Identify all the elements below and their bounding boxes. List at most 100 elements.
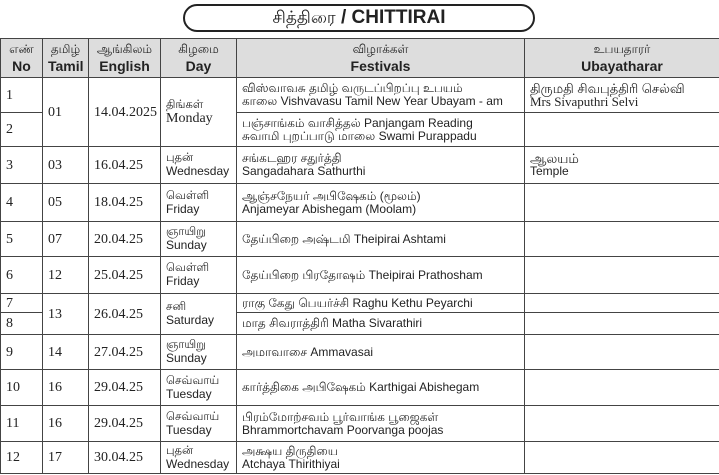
festival: பஞ்சாங்கம் வாசித்தல் Panjangam Reading சு…: [236, 112, 525, 147]
header-festivals: விழாக்கள் Festivals: [236, 38, 525, 78]
ubayatharar-line: Mrs Sivaputhri Selvi: [530, 94, 639, 109]
header-row: எண் No தமிழ் Tamil ஆங்கிலம் English கிழமை Day வி…: [0, 38, 719, 78]
table-row: 11 16 29.04.25 செவ்வாய் Tuesday பிரம்மோற்சவம்…: [0, 405, 719, 442]
tamil-date: 16: [42, 369, 89, 406]
day-english: Wednesday: [166, 164, 230, 178]
row-number: 8: [0, 312, 43, 335]
month-title-tamil: சித்திரை: [272, 8, 336, 27]
tamil-date: 12: [42, 256, 89, 294]
day-english: Sunday: [166, 238, 207, 252]
table-row: 4 05 18.04.25 வெள்ளி Friday ஆஞ்சநேயர் அபிஷேகம…: [0, 183, 719, 222]
tamil-date: 01: [42, 77, 89, 147]
ubayatharar: ஆலயம் Temple: [524, 146, 719, 184]
festival-line: Bhrammortchavam Poorvanga poojas: [242, 422, 444, 437]
english-date: 16.04.25: [88, 146, 161, 184]
festival-line: தேய்பிறை அஷ்டமி Theipirai Ashtami: [242, 231, 446, 246]
tamil-date: 03: [42, 146, 89, 184]
header-english-date-english: English: [99, 58, 150, 74]
festival-line: விஸ்வாவசு தமிழ் வருடப்பிறப்பு உபயம்: [242, 81, 463, 95]
table-row: 10 16 29.04.25 செவ்வாய் Tuesday கார்த்திகை அப…: [0, 369, 719, 406]
month-title-english: CHITTIRAI: [351, 7, 446, 28]
table-row: 9 14 27.04.25 ஞாயிறு Sunday அமாவாசை Ammavasai: [0, 334, 719, 370]
tamil-date: 13: [42, 293, 89, 335]
festival: கார்த்திகை அபிஷேகம் Karthigai Abishegam: [236, 369, 525, 406]
festival: ஆஞ்சநேயர் அபிஷேகம் (மூலம்) Anjameyar Abis…: [236, 183, 525, 222]
day-tamil: ஞாயிறு: [166, 339, 206, 351]
festival: மாத சிவராத்திரி Matha Sivarathiri: [236, 312, 525, 335]
table-row: 7 13 26.04.25 சனி Saturday ராகு கேது பெயர்ச்ச…: [0, 293, 719, 335]
row-number: 10: [0, 369, 43, 406]
festival-line: Sangadahara Sathurthi: [242, 164, 366, 178]
header-ubayatharar: உபயதாரர் Ubayatharar: [524, 38, 719, 78]
ubayatharar: [524, 334, 719, 370]
table-row: 8 மாத சிவராத்திரி Matha Sivarathiri: [0, 312, 719, 335]
header-tamil-date-english: Tamil: [48, 58, 84, 74]
day: ஞாயிறு Sunday: [160, 334, 237, 370]
festival-line: ராகு கேது பெயர்ச்சி Raghu Kethu Peyarchi: [242, 295, 473, 310]
day: செவ்வாய் Tuesday: [160, 405, 237, 442]
header-festivals-tamil: விழாக்கள்: [352, 42, 409, 56]
header-no-english: No: [12, 58, 31, 74]
day-tamil: புதன்: [166, 444, 194, 457]
header-ubayatharar-english: Ubayatharar: [581, 58, 663, 74]
header-ubayatharar-tamil: உபயதாரர்: [593, 42, 651, 56]
row-number: 3: [0, 146, 43, 184]
festival: தேய்பிறை பிரதோஷம் Theipirai Prathosham: [236, 256, 525, 294]
festival: அக்ஷய திருதியை Atchaya Thirithiyai: [236, 441, 525, 474]
festival-line: பஞ்சாங்கம் வாசித்தல் Panjangam Reading: [242, 115, 473, 130]
header-no-tamil: எண்: [9, 42, 34, 56]
festival-line: மாத சிவராத்திரி Matha Sivarathiri: [242, 316, 423, 330]
table-row: 3 03 16.04.25 புதன் Wednesday சங்கடஹர சதுர்த்…: [0, 146, 719, 184]
day: ஞாயிறு Sunday: [160, 221, 237, 257]
ubayatharar: [524, 441, 719, 474]
ubayatharar-line: ஆலயம்: [530, 151, 579, 166]
row-number: 4: [0, 183, 43, 222]
festival-line: அக்ஷய திருதியை: [242, 443, 339, 458]
row-number: 11: [0, 405, 43, 442]
table-row: 6 12 25.04.25 வெள்ளி Friday தேய்பிறை பிரதோஷம்…: [0, 256, 719, 294]
header-day-tamil: கிழமை: [178, 42, 219, 56]
row-number: 12: [0, 441, 43, 474]
day-tamil: திங்கள்: [166, 99, 204, 111]
header-tamil-date: தமிழ் Tamil: [42, 38, 89, 78]
ubayatharar: [524, 405, 719, 442]
header-no: எண் No: [0, 38, 43, 78]
english-date: 27.04.25: [88, 334, 161, 370]
english-date: 25.04.25: [88, 256, 161, 294]
english-date: 29.04.25: [88, 369, 161, 406]
day: வெள்ளி Friday: [160, 183, 237, 222]
day-english: Friday: [166, 274, 200, 288]
festival-line: ஆஞ்சநேயர் அபிஷேகம் (மூலம்): [242, 188, 421, 203]
day-english: Sunday: [166, 351, 207, 365]
english-date: 18.04.25: [88, 183, 161, 222]
header-day-english: Day: [185, 58, 212, 74]
tamil-date: 05: [42, 183, 89, 222]
day-english: Monday: [166, 111, 213, 126]
ubayatharar-line: திருமதி சிவபுத்திரி செல்வி: [530, 81, 685, 96]
day: வெள்ளி Friday: [160, 256, 237, 294]
header-english-date-tamil: ஆங்கிலம்: [96, 42, 153, 56]
tamil-date: 17: [42, 441, 89, 474]
table-row: 1 01 14.04.2025 திங்கள் Monday விஸ்வாவசு தமிழ…: [0, 77, 719, 147]
row-number: 5: [0, 221, 43, 257]
ubayatharar: திருமதி சிவபுத்திரி செல்வி Mrs Sivaputhri…: [524, 77, 719, 113]
header-tamil-date-tamil: தமிழ்: [50, 42, 81, 56]
ubayatharar: [524, 221, 719, 257]
row-number: 1: [0, 77, 43, 113]
ubayatharar: [524, 293, 719, 313]
festival-line: கார்த்திகை அபிஷேகம் Karthigai Abishegam: [242, 380, 480, 394]
day-english: Tuesday: [166, 386, 212, 401]
ubayatharar: [524, 256, 719, 294]
festival: விஸ்வாவசு தமிழ் வருடப்பிறப்பு உபயம் காலை …: [236, 77, 525, 113]
english-date: 26.04.25: [88, 293, 161, 335]
row-number: 2: [0, 112, 43, 147]
festival-line: Atchaya Thirithiyai: [242, 456, 340, 471]
day-english: Tuesday: [166, 422, 212, 437]
day-tamil: செவ்வாய்: [166, 410, 220, 423]
festival: ராகு கேது பெயர்ச்சி Raghu Kethu Peyarchi: [236, 293, 525, 313]
festival: அமாவாசை Ammavasai: [236, 334, 525, 370]
row-number: 7: [0, 293, 43, 313]
day-english: Saturday: [166, 313, 215, 327]
ubayatharar: [524, 369, 719, 406]
day-tamil: சனி: [166, 301, 187, 313]
